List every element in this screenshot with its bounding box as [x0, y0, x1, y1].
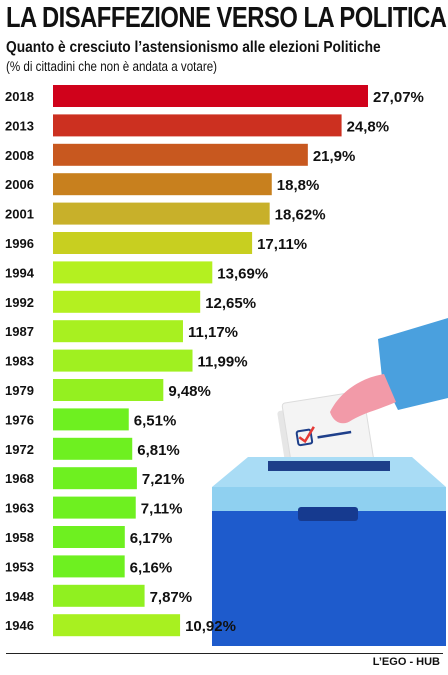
category-label-2018: 2018 — [5, 89, 34, 104]
value-label-1968: 7,21% — [142, 471, 185, 488]
value-label-1976: 6,51% — [134, 412, 177, 429]
value-label-1992: 12,65% — [205, 295, 256, 312]
value-label-1958: 6,17% — [130, 530, 173, 547]
category-label-2006: 2006 — [5, 177, 34, 192]
bar-1963 — [53, 496, 136, 519]
box-body — [212, 511, 446, 646]
chart-subtitle: Quanto è cresciuto l’astensionismo alle … — [6, 39, 381, 56]
bar-1979 — [53, 379, 164, 401]
box-slot — [268, 461, 390, 471]
box-handle — [298, 507, 358, 521]
value-label-1979: 9,48% — [168, 383, 211, 400]
bar-2001 — [53, 202, 270, 225]
category-label-1994: 1994 — [5, 265, 35, 280]
value-label-1994: 13,69% — [217, 265, 268, 282]
value-label-1946: 10,92% — [185, 618, 236, 635]
category-label-1983: 1983 — [5, 354, 34, 369]
chart-note: (% di cittadini che non è andata a votar… — [6, 59, 218, 74]
source-credit: L’EGO - HUB — [372, 656, 440, 668]
value-label-1996: 17,11% — [257, 236, 307, 253]
category-label-2013: 2013 — [5, 118, 34, 133]
category-label-1963: 1963 — [5, 501, 34, 516]
chart-title: LA DISAFFEZIONE VERSO LA POLITICA — [6, 2, 447, 34]
bars-group: 2018 27,07% 2013 24,8% 2008 21,9% 2006 18,8% 200… — [5, 85, 424, 637]
value-label-2018: 27,07% — [373, 89, 424, 106]
category-label-1948: 1948 — [5, 589, 34, 604]
category-label-1976: 1976 — [5, 412, 34, 427]
bar-1983 — [53, 349, 193, 372]
value-label-2008: 21,9% — [313, 148, 356, 165]
value-label-1987: 11,17% — [188, 324, 238, 341]
bar-1987 — [53, 320, 183, 343]
bar-1976 — [53, 408, 129, 431]
bar-1996 — [53, 232, 253, 254]
footer-divider — [6, 653, 443, 654]
bar-1994 — [53, 261, 213, 284]
bar-2018 — [53, 85, 368, 107]
bar-2006 — [53, 173, 272, 196]
value-label-1972: 6,81% — [137, 442, 180, 459]
category-label-1958: 1958 — [5, 530, 34, 545]
value-label-1948: 7,87% — [150, 589, 193, 606]
value-label-2006: 18,8% — [277, 177, 320, 194]
bar-1972 — [53, 437, 133, 460]
category-label-1996: 1996 — [5, 236, 34, 251]
category-label-1946: 1946 — [5, 618, 34, 633]
bar-2008 — [53, 143, 308, 166]
checkmark-icon — [298, 426, 315, 444]
bar-1958 — [53, 526, 125, 548]
ballot-box-illustration — [212, 318, 448, 646]
category-label-2008: 2008 — [5, 148, 34, 163]
category-label-1953: 1953 — [5, 559, 34, 574]
bar-2013 — [53, 114, 342, 137]
category-label-1968: 1968 — [5, 471, 34, 486]
bar-1992 — [53, 290, 201, 313]
category-label-1972: 1972 — [5, 442, 34, 457]
hand-shape — [330, 374, 396, 424]
value-label-1963: 7,11% — [141, 501, 183, 518]
value-label-1953: 6,16% — [130, 559, 173, 576]
bar-1946 — [53, 614, 181, 637]
sleeve-shape — [378, 318, 448, 410]
bar-1953 — [53, 555, 125, 578]
category-label-1992: 1992 — [5, 295, 34, 310]
value-label-2001: 18,62% — [275, 207, 326, 224]
value-label-1983: 11,99% — [198, 354, 248, 371]
category-label-1987: 1987 — [5, 324, 34, 339]
bar-1968 — [53, 467, 137, 490]
bar-1948 — [53, 584, 145, 607]
category-label-1979: 1979 — [5, 383, 34, 398]
value-label-2013: 24,8% — [347, 118, 390, 135]
category-label-2001: 2001 — [5, 207, 34, 222]
